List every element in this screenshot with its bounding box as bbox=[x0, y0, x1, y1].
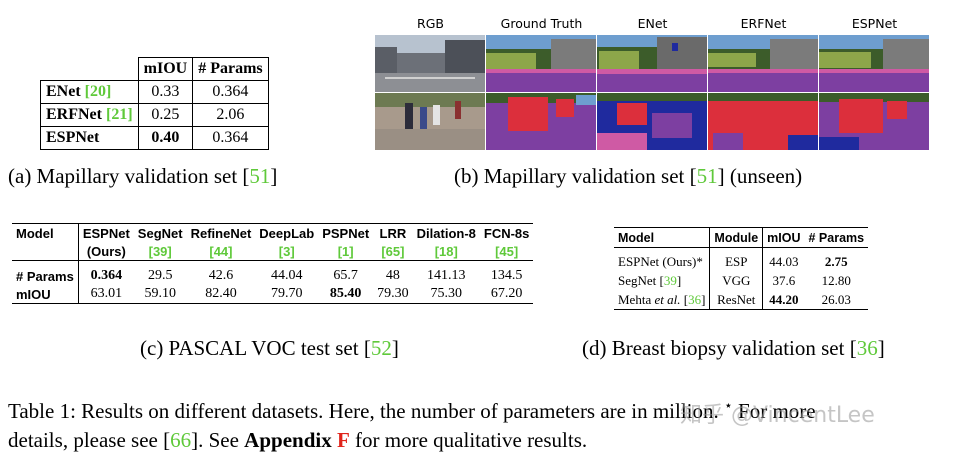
enet-image bbox=[597, 35, 707, 92]
erfnet-image bbox=[708, 93, 818, 150]
miou-cell: 79.30 bbox=[377, 286, 409, 301]
model-name: ERFNet bbox=[46, 106, 102, 123]
column-header: RGB bbox=[417, 16, 444, 31]
column-header: Ground Truth bbox=[500, 16, 583, 31]
miou-cell: 44.03 bbox=[769, 253, 799, 269]
params-cell: 48 bbox=[385, 268, 400, 283]
module-cell: ResNet bbox=[709, 290, 764, 310]
watermark: 知乎 @VincentLee bbox=[680, 403, 875, 428]
rgb-image bbox=[375, 35, 485, 92]
table-a-header: mIOU bbox=[137, 57, 194, 81]
espnet-image bbox=[819, 93, 929, 150]
params-cell: 12.80 bbox=[821, 272, 851, 288]
rgb-image bbox=[375, 93, 485, 150]
enet-image bbox=[597, 93, 707, 150]
citation: 44 bbox=[213, 243, 229, 259]
citation: 39 bbox=[663, 272, 677, 288]
model-name: RefineNet bbox=[190, 225, 252, 241]
params-cell: 26.03 bbox=[821, 291, 851, 307]
column-header: Model bbox=[614, 227, 711, 248]
citation: 21 bbox=[111, 106, 128, 123]
miou-cell: 79.70 bbox=[270, 286, 303, 301]
model-name: ESPNet bbox=[40, 126, 139, 150]
table-row: ENet [20] 0.33 0.364 bbox=[40, 80, 269, 104]
citation: 3 bbox=[283, 243, 291, 259]
citation: 1 bbox=[342, 243, 350, 259]
module-cell: ESP bbox=[709, 252, 764, 271]
params-cell: 134.5 bbox=[490, 268, 523, 283]
espnet-image bbox=[819, 35, 929, 92]
ground-truth-image bbox=[486, 35, 596, 92]
caption-c: (c) PASCAL VOC test set [52] bbox=[140, 336, 399, 360]
citation: 65 bbox=[385, 243, 401, 259]
params-cell: 42.6 bbox=[208, 268, 234, 283]
citation: 18 bbox=[439, 243, 454, 259]
params-cell: 141.13 bbox=[427, 268, 466, 283]
miou-cell: 0.25 bbox=[137, 103, 194, 127]
citation: 36 bbox=[688, 291, 702, 307]
table-row: ERFNet [21] 0.25 2.06 bbox=[40, 103, 269, 127]
miou-cell: 44.20 bbox=[769, 291, 799, 307]
table-c: Model ESPNet SegNet RefineNet DeepLab PS… bbox=[12, 223, 534, 304]
params-cell: 29.5 bbox=[147, 268, 173, 283]
model-header: Model bbox=[12, 223, 79, 242]
miou-cell: 85.40 bbox=[329, 286, 362, 301]
table-caption: Table 1: Results on different datasets. … bbox=[8, 399, 816, 452]
caption-d: (d) Breast biopsy validation set [36] bbox=[582, 336, 885, 360]
column-header: Module bbox=[709, 227, 764, 248]
caption-b: (b) Mapillary validation set [51] (unsee… bbox=[454, 164, 803, 188]
miou-cell: 37.6 bbox=[772, 272, 796, 288]
model-name: DeepLab bbox=[259, 225, 315, 241]
table-a: mIOU # Params ENet [20] 0.33 0.364 ERFNe… bbox=[40, 57, 269, 150]
params-cell: 2.06 bbox=[192, 103, 269, 127]
row-label: mIOU bbox=[12, 285, 79, 304]
model-name: FCN-8s bbox=[483, 225, 530, 241]
segmentation-figure: RGB Ground Truth ENet ERFNet ESPNet bbox=[375, 13, 930, 151]
miou-cell: 82.40 bbox=[205, 286, 237, 301]
column-header: ERFNet bbox=[740, 16, 787, 31]
table-d: Model Module mIOU # Params ESPNet (Ours)… bbox=[614, 227, 869, 310]
model-name: ESPNet bbox=[82, 225, 130, 241]
miou-cell: 75.30 bbox=[430, 286, 463, 301]
column-header: mIOU bbox=[767, 230, 801, 245]
miou-cell: 63.01 bbox=[90, 286, 123, 301]
miou-cell: 0.40 bbox=[137, 126, 194, 150]
table-row: ESPNet (Ours)* ESP 44.03 2.75 bbox=[614, 252, 868, 271]
miou-cell: 67.20 bbox=[490, 286, 523, 301]
column-header: ESPNet bbox=[851, 16, 898, 31]
model-name: PSPNet bbox=[322, 225, 370, 241]
params-cell: 2.75 bbox=[824, 253, 848, 269]
table-row: SegNet [39] VGG 37.6 12.80 bbox=[614, 271, 868, 290]
citation: 45 bbox=[499, 243, 514, 259]
model-name: LRR bbox=[379, 225, 407, 241]
column-header: # Params bbox=[808, 230, 865, 245]
erfnet-image bbox=[708, 35, 818, 92]
module-cell: VGG bbox=[709, 271, 764, 290]
miou-cell: 59.10 bbox=[144, 286, 176, 301]
ours-label: (Ours) bbox=[86, 243, 126, 259]
model-name: Dilation-8 bbox=[416, 225, 476, 241]
citation: 20 bbox=[89, 83, 106, 100]
params-cell: 44.04 bbox=[270, 268, 303, 283]
table-row: mIOU 63.01 59.10 82.40 79.70 85.40 79.30… bbox=[12, 285, 534, 304]
table-a-header: # Params bbox=[192, 57, 269, 81]
citation: 39 bbox=[152, 243, 168, 259]
params-cell: 0.364 bbox=[90, 268, 123, 283]
model-name: SegNet bbox=[137, 225, 183, 241]
column-header: ENet bbox=[637, 16, 668, 31]
table-row: # Params 0.364 29.5 42.6 44.04 65.7 48 1… bbox=[12, 267, 533, 285]
ground-truth-image bbox=[486, 93, 596, 150]
params-cell: 0.364 bbox=[192, 80, 269, 104]
table-row: Mehta et al. [36] ResNet 44.20 26.03 bbox=[614, 290, 869, 310]
params-cell: 65.7 bbox=[333, 268, 358, 283]
row-label: # Params bbox=[12, 267, 79, 285]
table-row: ESPNet 0.40 0.364 bbox=[40, 126, 269, 150]
miou-cell: 0.33 bbox=[137, 80, 194, 104]
model-name: ENet bbox=[46, 83, 81, 100]
params-cell: 0.364 bbox=[192, 126, 269, 150]
caption-a: (a) Mapillary validation set [51] bbox=[8, 164, 278, 188]
model-name: ESPNet (Ours)* bbox=[614, 252, 711, 271]
